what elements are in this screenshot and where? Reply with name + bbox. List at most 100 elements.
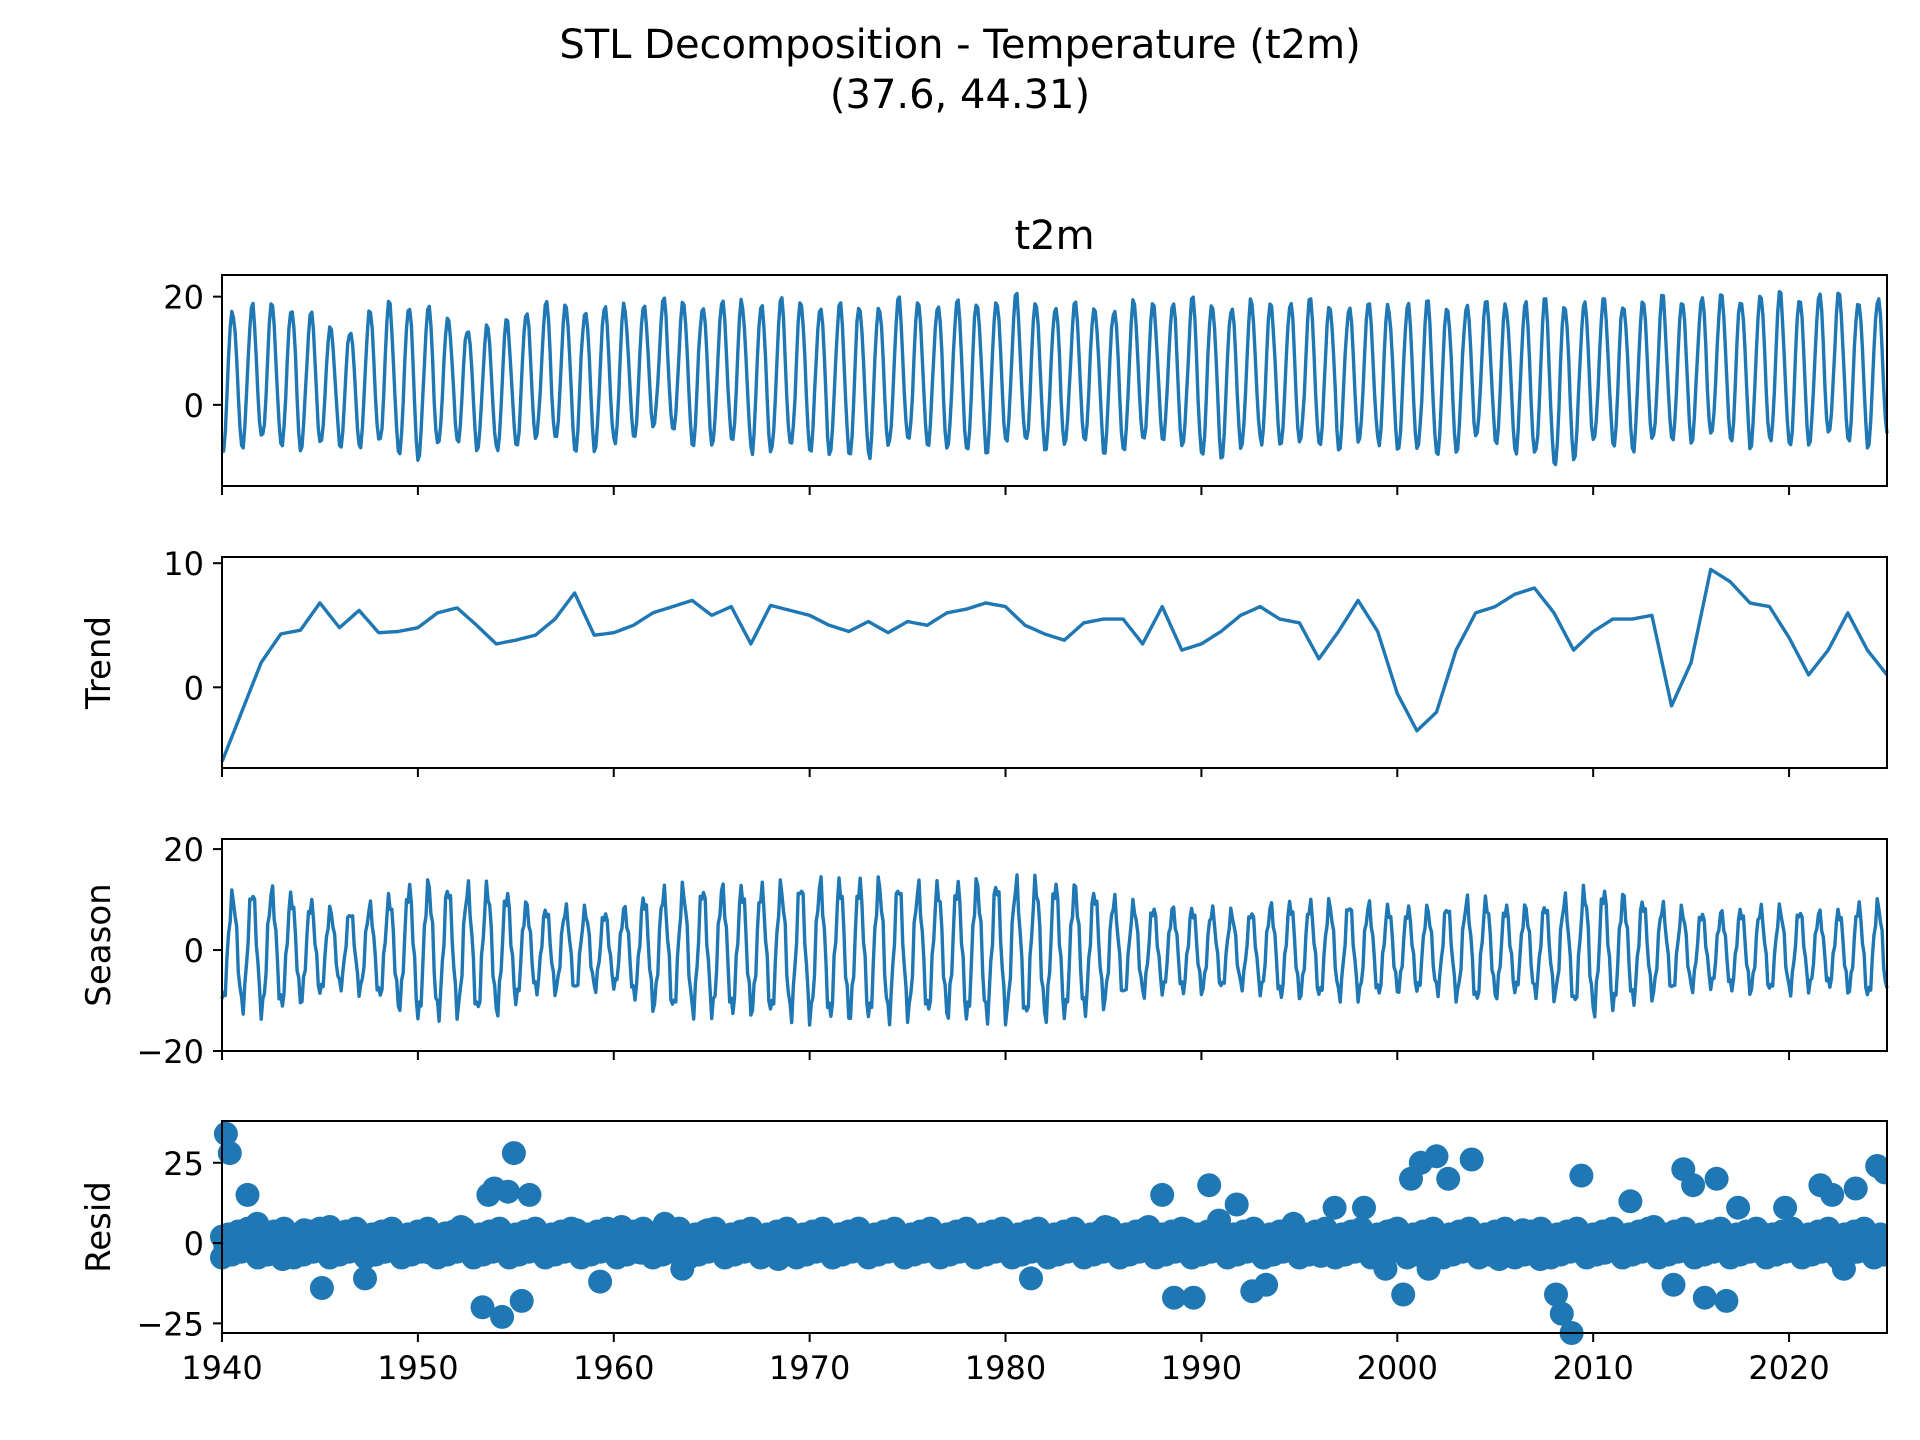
resid-point [766,1247,791,1272]
resid-point [966,1237,991,1262]
x-tick-label: 1950 [377,1349,458,1387]
resid-point [546,1237,571,1262]
resid-point [588,1269,613,1294]
y-tick-label: 20 [163,831,204,869]
resid-point [490,1304,515,1329]
y-tick-label: 0 [184,669,204,707]
resid-point [652,1211,677,1236]
series-line-t2m [220,290,1889,467]
resid-point [270,1247,295,1272]
resid-point [1569,1163,1594,1188]
resid-point [1692,1285,1717,1310]
axes-frame-resid [221,1120,1888,1334]
axes-frame [221,838,1888,1052]
axes-frame [221,556,1888,769]
resid-point [787,1224,812,1249]
resid-point [1661,1272,1686,1297]
resid-point [292,1218,317,1243]
resid-point [1308,1243,1333,1268]
resid-point [1336,1221,1361,1246]
resid-point [353,1266,377,1291]
y-tick-label: 25 [163,1145,204,1183]
y-axis-label: Season [79,883,119,1006]
resid-point [885,1224,910,1249]
y-tick-label: −20 [136,1033,204,1071]
resid-point [1197,1173,1222,1198]
resid-point [1150,1182,1175,1207]
resid-point [1019,1266,1043,1291]
resid-point [832,1221,857,1246]
resid-point [1544,1282,1568,1307]
resid-point [1424,1144,1449,1169]
y-axis-label: Trend [79,616,119,710]
resid-point [1116,1237,1141,1262]
resid-point [345,1218,370,1243]
resid-point [629,1240,654,1265]
resid-point [1207,1208,1231,1233]
resid-point [1381,1218,1406,1243]
resid-point [1831,1256,1856,1281]
x-tick-label: 2010 [1552,1349,1633,1387]
resid-point [1749,1221,1774,1246]
resid-point [309,1276,334,1300]
resid-point [670,1256,695,1281]
resid-point [317,1215,342,1239]
y-tick-label: −25 [136,1305,204,1343]
x-tick-label: 1980 [965,1349,1046,1387]
resid-point [496,1179,520,1204]
x-tick-label: 2020 [1748,1349,1829,1387]
resid-point [1641,1215,1666,1239]
y-tick-label: 20 [163,279,204,317]
resid-point [1843,1176,1868,1201]
resid-point [913,1237,938,1262]
resid-point [327,1240,352,1265]
resid-point [1224,1192,1249,1217]
resid-point [1044,1224,1069,1249]
resid-point [991,1224,1016,1249]
resid-point [740,1221,765,1246]
resid-point [1714,1288,1739,1313]
resid-point [1549,1301,1574,1326]
resid-point [717,1240,742,1265]
resid-point [449,1215,473,1239]
resid-point [1528,1247,1553,1272]
resid-point [1773,1195,1798,1220]
resid-point [1373,1256,1398,1281]
resid-point [1592,1240,1617,1265]
x-tick-label: 1990 [1161,1349,1242,1387]
resid-point [396,1224,421,1249]
x-tick-label: 1960 [573,1349,654,1387]
resid-point [417,1240,442,1265]
x-tick-label: 1970 [769,1349,850,1387]
resid-point [1820,1182,1845,1207]
resid-point [501,1141,526,1166]
resid-point [811,1237,836,1262]
resid-point [245,1211,270,1236]
resid-point [1510,1218,1535,1243]
y-tick-label: 0 [184,387,204,425]
resid-point [860,1240,885,1265]
resid-point [1093,1215,1118,1239]
resid-point [1436,1166,1461,1191]
resid-point [1352,1195,1376,1220]
panel-season: Season −20 0 20 [79,831,1889,1071]
panel-t2m: t2m 0 20 [163,213,1889,495]
resid-point [509,1288,534,1313]
panel-resid: Resid −25 0 25 1940 1950 1960 1970 1980 1990 2000 2… [79,1120,1899,1387]
resid-point [609,1215,634,1239]
x-tick-label: 1940 [181,1349,262,1387]
panel-trend: Trend 0 10 [79,545,1889,777]
resid-point [1181,1285,1206,1310]
resid-point [1459,1147,1484,1172]
x-tick-label: 2000 [1357,1349,1438,1387]
resid-point [1726,1195,1751,1220]
figure-subtitle: (37.6, 44.31) [829,72,1091,118]
series-line-season [220,873,1889,1027]
resid-point [1281,1211,1306,1236]
resid-point [695,1218,720,1243]
resid-point [517,1182,542,1207]
y-tick-label: 0 [184,932,204,970]
resid-point [378,1237,403,1262]
resid-point [1068,1237,1092,1262]
